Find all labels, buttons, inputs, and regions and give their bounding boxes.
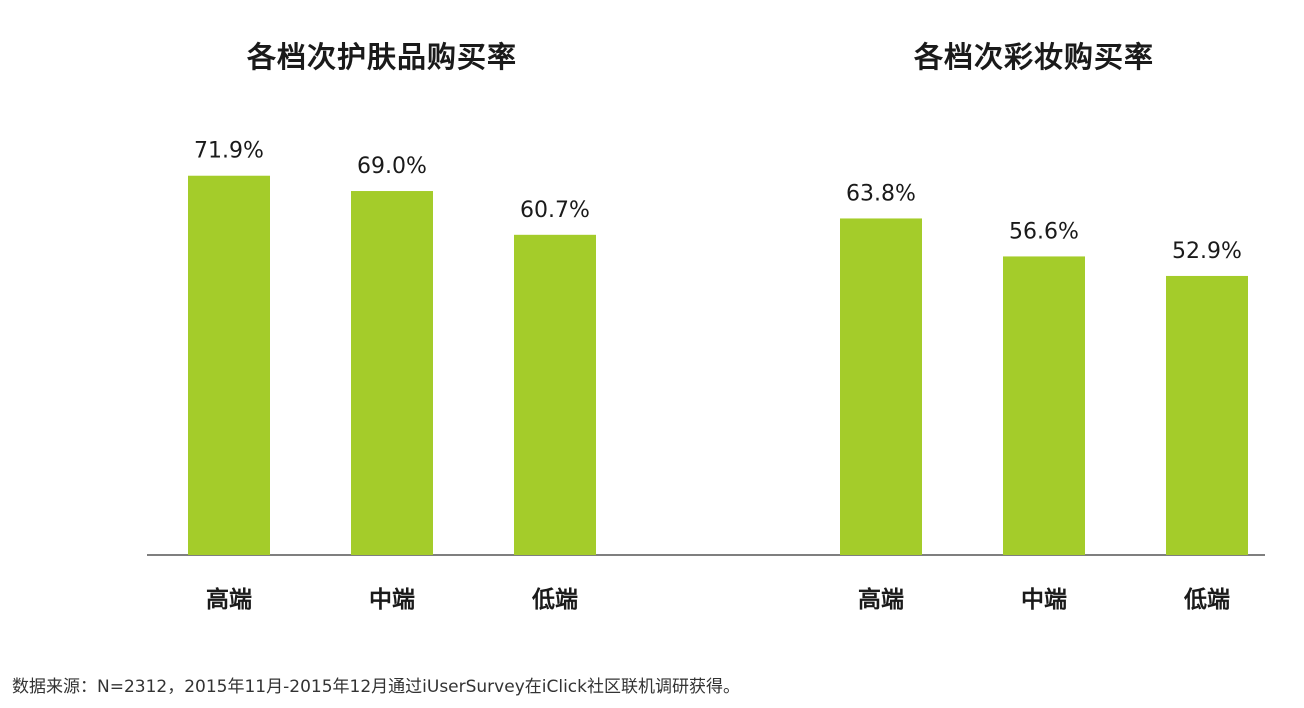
makeup-chart-title: 各档次彩妆购买率	[913, 40, 1154, 74]
data-label-chart2-1: 63.8%	[846, 181, 916, 206]
data-label-chart1-2: 69.0%	[357, 154, 427, 179]
data-label-chart1-3: 60.7%	[520, 198, 590, 223]
category-label-chart1-3: 低端	[531, 587, 578, 613]
category-label-chart2-3: 低端	[1183, 587, 1230, 613]
bar-chart1-3	[514, 234, 596, 555]
category-label-chart2-1: 高端	[858, 586, 904, 613]
bar-chart2-1	[840, 218, 922, 555]
bar-chart2-2	[1003, 256, 1085, 555]
data-label-chart2-2: 56.6%	[1009, 219, 1079, 244]
skincare-chart-title: 各档次护肤品购买率	[246, 40, 517, 74]
category-label-chart1-1: 高端	[206, 586, 252, 613]
bar-chart2-3	[1166, 275, 1248, 555]
bar-chart1-2	[351, 191, 433, 555]
category-label-chart2-2: 中端	[1021, 587, 1067, 613]
data-label-chart1-1: 71.9%	[194, 139, 264, 164]
data-label-chart2-3: 52.9%	[1172, 239, 1242, 264]
source-note: 数据来源：N=2312，2015年11月-2015年12月通过iUserSurv…	[12, 677, 740, 697]
bar-chart1-1	[188, 175, 270, 556]
category-label-chart1-2: 中端	[369, 587, 415, 613]
